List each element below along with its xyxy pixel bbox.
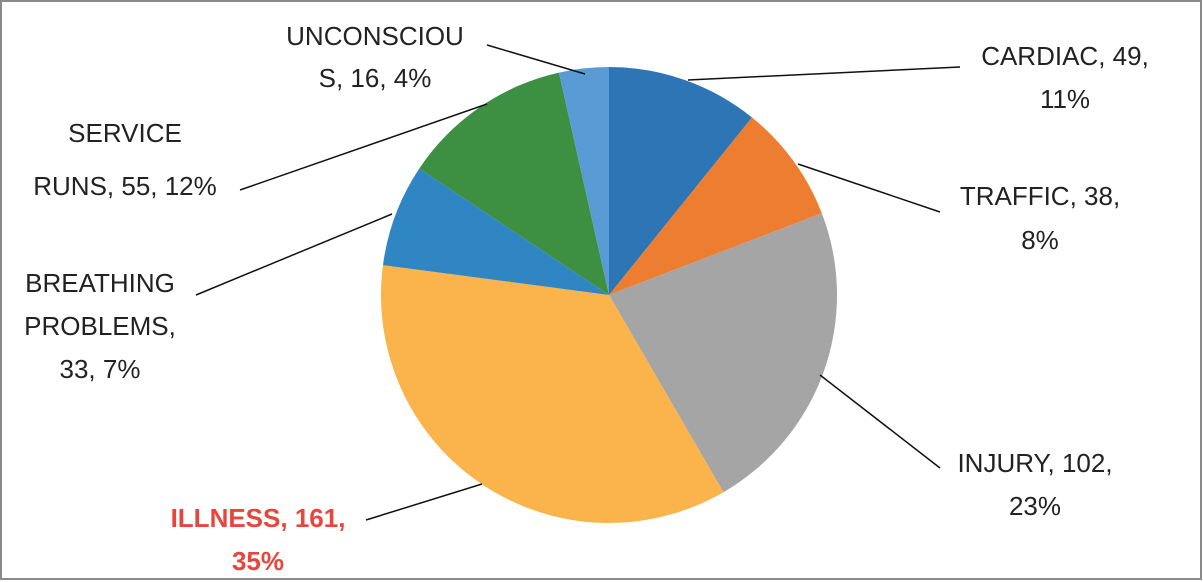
data-label: UNCONSCIOU xyxy=(286,21,464,51)
data-label: TRAFFIC, 38, xyxy=(960,181,1120,211)
data-label: PROBLEMS, xyxy=(24,311,176,341)
data-label: RUNS, 55, 12% xyxy=(33,171,217,201)
pie-slice xyxy=(382,168,609,295)
pie-slice xyxy=(609,213,837,493)
data-label: CARDIAC, 49, xyxy=(981,41,1149,71)
leader-line xyxy=(819,374,941,469)
data-label: BREATHING xyxy=(25,268,175,298)
pie-slice xyxy=(381,265,724,523)
data-label: 35% xyxy=(232,546,284,576)
leader-line xyxy=(239,103,488,191)
data-label: 11% xyxy=(1040,84,1090,114)
leader-line xyxy=(486,44,586,75)
leader-line xyxy=(797,163,941,213)
data-label: S, 16, 4% xyxy=(319,63,432,93)
leader-line xyxy=(687,66,961,81)
data-label: 8% xyxy=(1021,225,1059,255)
data-label: 23% xyxy=(1009,491,1061,521)
data-label: INJURY, 102, xyxy=(957,448,1112,478)
leader-line xyxy=(195,213,393,296)
pie-slice xyxy=(419,72,609,295)
leader-line xyxy=(365,483,483,521)
data-label: 33, 7% xyxy=(60,354,141,384)
data-label: SERVICE xyxy=(68,118,182,148)
pie-slice xyxy=(609,67,753,295)
data-label: ILLNESS, 161, xyxy=(171,503,346,533)
pie-slice xyxy=(609,117,822,295)
pie-slice xyxy=(558,67,609,295)
